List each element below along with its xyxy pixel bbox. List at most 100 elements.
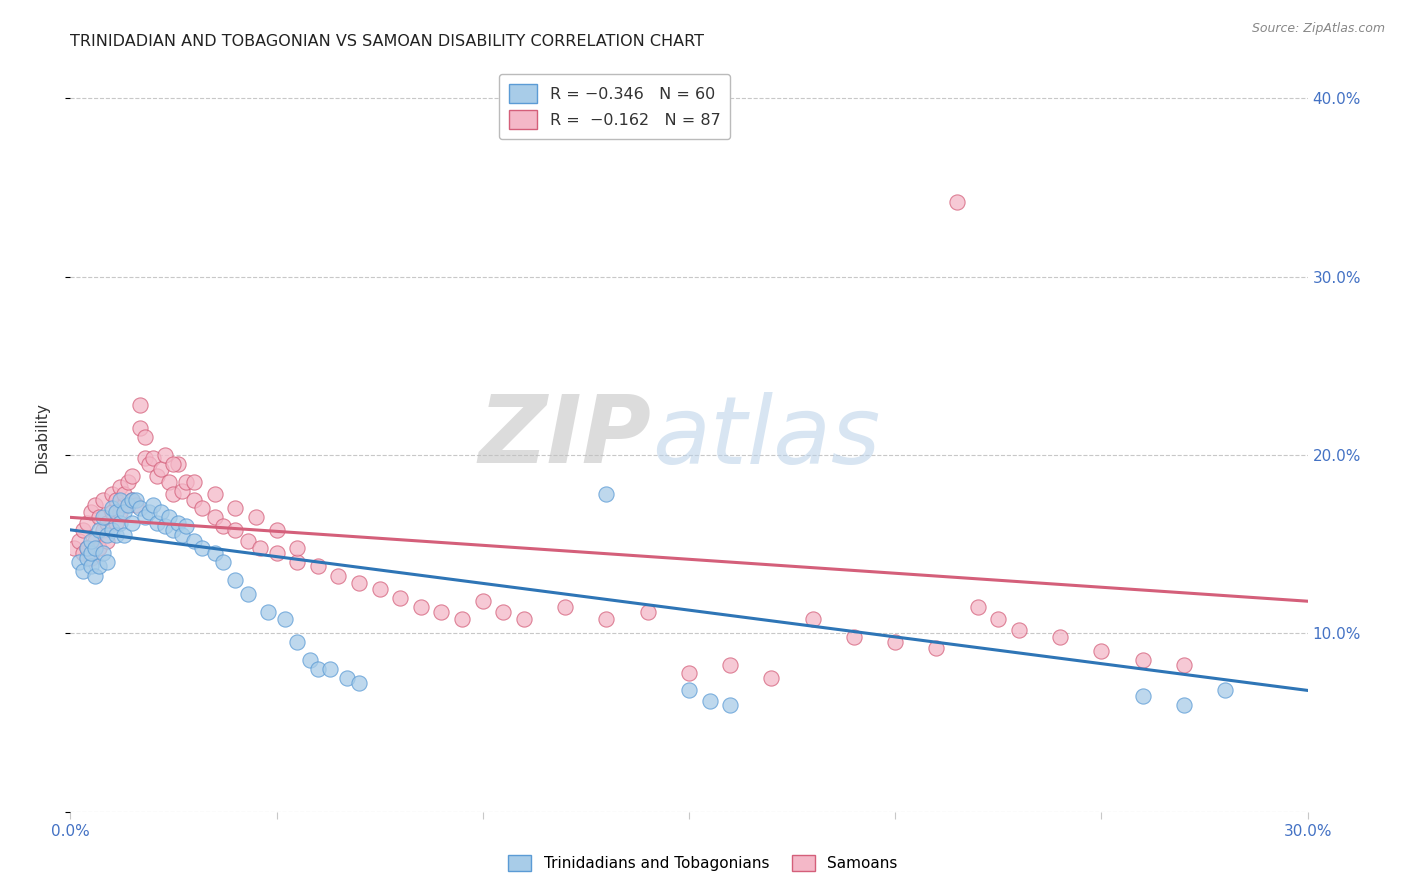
Point: [96, 516, 118, 530]
Point: [1173, 658, 1195, 673]
Point: [266, 523, 288, 537]
Point: [104, 528, 127, 542]
Point: [285, 555, 308, 569]
Point: [91, 546, 114, 560]
Point: [1173, 698, 1195, 712]
Point: [72, 523, 94, 537]
Point: [129, 501, 152, 516]
Point: [170, 528, 193, 542]
Point: [134, 430, 156, 444]
Point: [191, 501, 214, 516]
Point: [554, 599, 576, 614]
Point: [129, 421, 152, 435]
Point: [146, 469, 169, 483]
Point: [1132, 653, 1154, 667]
Point: [72, 546, 94, 560]
Point: [89, 558, 111, 573]
Point: [1213, 683, 1236, 698]
Point: [471, 594, 494, 608]
Point: [1049, 630, 1071, 644]
Point: [112, 505, 135, 519]
Point: [224, 523, 246, 537]
Point: [108, 492, 131, 507]
Point: [236, 587, 259, 601]
Point: [121, 516, 143, 530]
Point: [112, 498, 135, 512]
Point: [285, 541, 308, 555]
Point: [117, 498, 139, 512]
Point: [100, 505, 122, 519]
Point: [150, 505, 173, 519]
Point: [104, 492, 127, 507]
Point: [249, 541, 271, 555]
Point: [67, 533, 90, 548]
Point: [285, 635, 308, 649]
Point: [96, 528, 118, 542]
Point: [801, 612, 824, 626]
Point: [183, 475, 205, 489]
Point: [718, 658, 741, 673]
Point: [595, 487, 617, 501]
Point: [89, 523, 111, 537]
Point: [80, 546, 103, 560]
Point: [96, 533, 118, 548]
Point: [204, 510, 226, 524]
Point: [174, 519, 197, 533]
Point: [451, 612, 474, 626]
Point: [121, 492, 143, 507]
Point: [166, 516, 188, 530]
Point: [125, 492, 148, 507]
Point: [718, 698, 741, 712]
Point: [100, 501, 122, 516]
Legend: Trinidadians and Tobagonians, Samoans: Trinidadians and Tobagonians, Samoans: [502, 849, 904, 877]
Point: [174, 475, 197, 489]
Point: [134, 451, 156, 466]
Text: atlas: atlas: [652, 392, 880, 483]
Point: [430, 605, 453, 619]
Point: [142, 498, 165, 512]
Point: [91, 510, 114, 524]
Point: [987, 612, 1010, 626]
Point: [212, 519, 235, 533]
Point: [162, 457, 184, 471]
Point: [368, 582, 391, 596]
Point: [76, 551, 98, 566]
Point: [157, 475, 180, 489]
Point: [117, 475, 139, 489]
Point: [236, 533, 259, 548]
Point: [319, 662, 342, 676]
Point: [84, 533, 107, 548]
Point: [307, 558, 329, 573]
Point: [121, 492, 143, 507]
Point: [204, 546, 226, 560]
Point: [129, 398, 152, 412]
Point: [257, 605, 280, 619]
Point: [146, 516, 169, 530]
Point: [84, 569, 107, 583]
Point: [121, 469, 143, 483]
Point: [347, 576, 370, 591]
Point: [150, 462, 173, 476]
Point: [108, 480, 131, 494]
Point: [162, 487, 184, 501]
Point: [162, 523, 184, 537]
Point: [100, 487, 122, 501]
Point: [91, 492, 114, 507]
Point: [191, 541, 214, 555]
Point: [966, 599, 988, 614]
Point: [492, 605, 515, 619]
Point: [170, 483, 193, 498]
Point: [595, 612, 617, 626]
Y-axis label: Disability: Disability: [35, 401, 49, 473]
Point: [678, 665, 700, 680]
Point: [84, 498, 107, 512]
Point: [112, 528, 135, 542]
Point: [946, 194, 969, 209]
Point: [761, 671, 783, 685]
Point: [637, 605, 659, 619]
Point: [112, 487, 135, 501]
Legend: R = −0.346   N = 60, R =  −0.162   N = 87: R = −0.346 N = 60, R = −0.162 N = 87: [499, 74, 731, 138]
Point: [212, 555, 235, 569]
Point: [389, 591, 412, 605]
Point: [108, 516, 131, 530]
